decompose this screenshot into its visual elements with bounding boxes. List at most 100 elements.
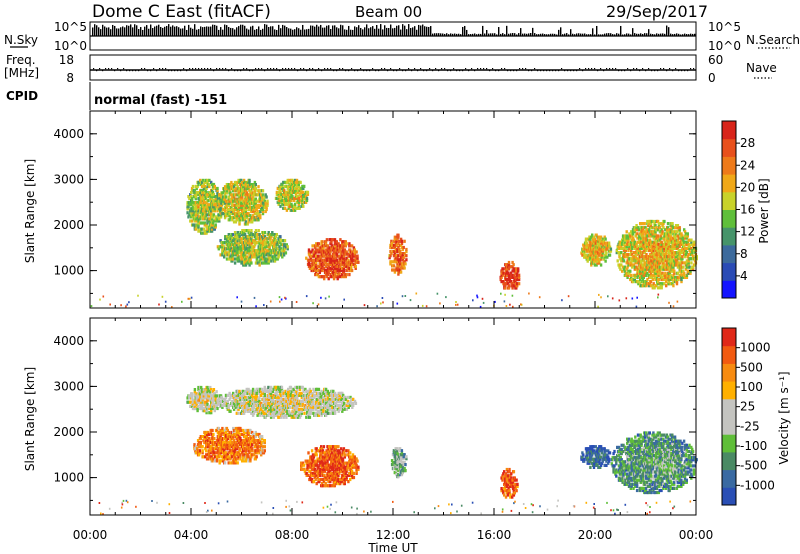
nsky-bar [352,29,354,36]
echo-cell [254,389,257,393]
echo-cell [203,205,206,209]
echo-cell [683,240,687,244]
echo-cell [315,244,318,248]
echo-cell [257,261,260,265]
echo-cell [251,387,255,391]
echo-cell [679,267,682,271]
echo-cell [228,218,231,222]
echo-cell [206,221,209,225]
echo-cell [297,184,300,188]
echo-cell [323,266,326,270]
echo-cell [599,263,603,267]
echo-cell [671,257,674,261]
echo-cell [279,241,282,245]
echo-cell [644,257,647,261]
echo-cell [251,214,255,218]
echo-cell [676,246,680,250]
echo-cell [392,260,396,264]
echo-cell [192,398,196,402]
nsky-bar [298,28,300,36]
echo-cell [240,178,243,182]
echo-cell [208,396,211,400]
echo-cell [516,271,519,275]
freq-point [390,68,392,70]
echo-cell [505,273,509,277]
echo-cell [336,268,339,273]
echo-cell [651,273,654,277]
nsky-bar [266,24,268,36]
echo-cell [500,280,503,284]
echo-cell [626,265,629,269]
nsky-bar [692,33,694,36]
echo-cell [319,254,322,258]
echo-cell [263,205,266,209]
echo-cell [507,263,511,267]
echo-cell [302,204,305,208]
echo-cell [323,277,326,281]
echo-cell [242,199,246,203]
echo-cell [211,186,215,191]
echo-cell [499,277,502,282]
nsky-bar [138,29,140,36]
echo-cell [593,263,597,267]
echo-cell [239,231,242,235]
echo-cell [232,185,236,189]
echo-cell [218,401,221,405]
echo-cell [233,245,237,249]
echo-cell [208,411,211,415]
echo-cell [630,230,633,234]
echo-cell [274,235,278,239]
echo-cell [354,264,357,268]
echo-cell [270,235,273,239]
echo-cell [601,243,605,247]
nsky-bar [128,25,130,36]
echo-cell [232,249,235,253]
echo-cell [676,271,680,275]
echo-cell [252,247,255,251]
echo-cell [240,239,243,243]
echo-cell [649,273,653,277]
echo-cell [229,191,232,195]
freq-point [159,68,161,70]
echo-cell [646,219,649,224]
echo-cell [278,245,281,249]
echo-cell [335,246,338,250]
echo-cell [683,271,686,275]
echo-cell [220,203,223,207]
echo-cell [258,241,261,245]
echo-cell [283,206,287,210]
echo-cell [246,391,249,395]
echo-cell [598,245,601,249]
echo-cell [225,189,229,193]
echo-cell [643,251,646,255]
echo-cell [655,261,658,265]
nsky-bar [552,33,554,36]
echo-cell [356,254,359,258]
echo-cell [653,269,656,273]
nsky-bar [210,26,212,36]
echo-cell [223,399,227,403]
echo-cell [280,253,283,257]
nsky-bar [294,29,296,36]
echo-cell [265,253,268,257]
echo-cell [257,185,260,189]
freq-label: Freq. [6,53,36,67]
echo-cell [253,243,257,247]
echo-cell [350,264,353,268]
nsky-bar [292,29,294,36]
freq-point [231,68,233,70]
echo-cell [248,403,251,407]
nsky-bar [468,34,470,36]
echo-cell [248,185,251,189]
echo-cell [248,178,251,182]
echo-cell [193,404,197,408]
echo-cell [635,305,638,308]
echo-cell [589,249,592,253]
echo-cell [299,190,302,194]
echo-cell [455,301,457,303]
echo-cell [300,188,303,192]
echo-cell [247,220,250,224]
echo-cell [600,241,604,245]
echo-cell [654,267,657,271]
echo-cell [591,247,594,251]
